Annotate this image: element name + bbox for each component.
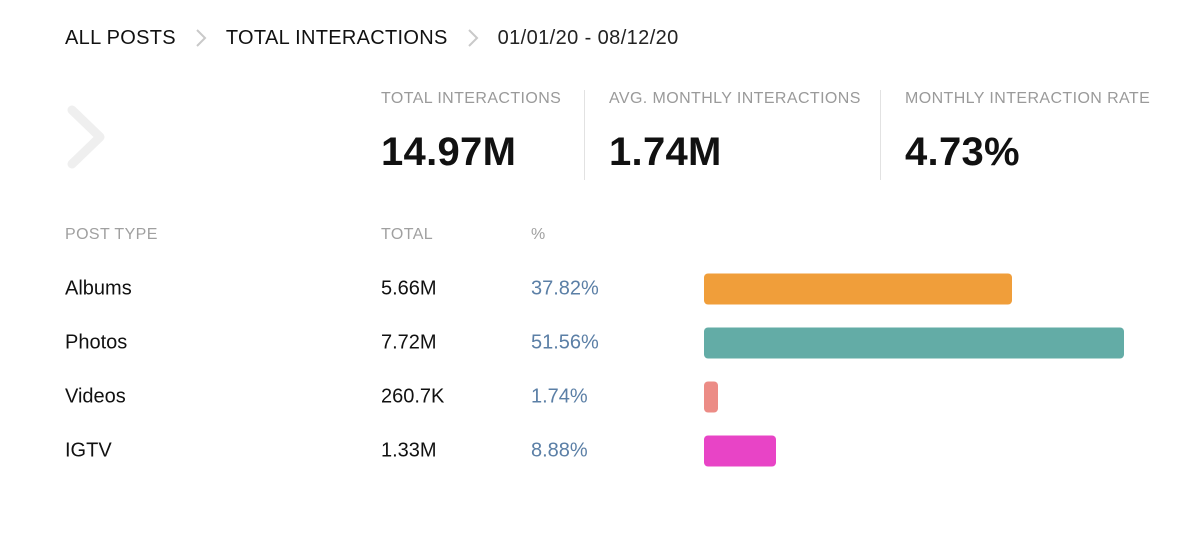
chevron-right-icon [448, 28, 498, 48]
breadcrumb: ALL POSTS TOTAL INTERACTIONS 01/01/20 - … [65, 24, 679, 52]
stat-monthly-interaction-rate: MONTHLY INTERACTION RATE 4.73% [905, 90, 1150, 175]
share-bar [704, 327, 1124, 359]
stat-avg-monthly-interactions: AVG. MONTHLY INTERACTIONS 1.74M [609, 90, 861, 175]
stat-total-interactions: TOTAL INTERACTIONS 14.97M [381, 90, 561, 175]
percent-value: 51.56% [531, 331, 599, 354]
share-bar [704, 273, 1012, 305]
table-row: Photos 7.72M 51.56% [0, 316, 1200, 370]
stat-label: TOTAL INTERACTIONS [381, 90, 562, 107]
post-type: Photos [65, 331, 128, 354]
chevron-right-icon [176, 28, 226, 48]
next-chevron-icon[interactable] [66, 104, 110, 170]
percent-value: 1.74% [531, 385, 588, 408]
column-header-total: TOTAL [381, 226, 434, 243]
date-range: 01/01/20 - 08/12/20 [497, 26, 679, 49]
divider [880, 90, 881, 180]
share-bar [704, 435, 776, 467]
total-value: 5.66M [381, 277, 437, 300]
table-row: Albums 5.66M 37.82% [0, 262, 1200, 316]
stat-label: AVG. MONTHLY INTERACTIONS [609, 90, 861, 107]
percent-value: 37.82% [531, 277, 599, 300]
table-row: IGTV 1.33M 8.88% [0, 424, 1200, 478]
share-bar [704, 381, 718, 413]
post-type: IGTV [65, 439, 112, 462]
stat-value: 1.74M [609, 130, 722, 174]
total-value: 1.33M [381, 439, 437, 462]
stat-value: 4.73% [905, 130, 1020, 174]
post-type: Videos [65, 385, 126, 408]
column-header-post-type: POST TYPE [65, 226, 158, 243]
divider [584, 90, 585, 180]
percent-value: 8.88% [531, 439, 588, 462]
column-header-percent: % [531, 226, 546, 243]
breadcrumb-all-posts[interactable]: ALL POSTS [65, 26, 176, 49]
stat-label: MONTHLY INTERACTION RATE [905, 90, 1151, 107]
post-type: Albums [65, 277, 132, 300]
total-value: 7.72M [381, 331, 437, 354]
stat-value: 14.97M [381, 130, 517, 174]
breadcrumb-total-interactions[interactable]: TOTAL INTERACTIONS [225, 26, 448, 49]
table-row: Videos 260.7K 1.74% [0, 370, 1200, 424]
total-value: 260.7K [381, 385, 445, 408]
